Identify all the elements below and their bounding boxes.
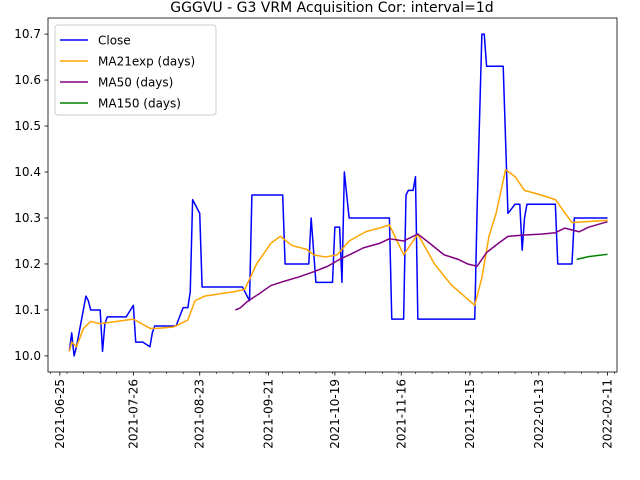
x-axis: 2021-06-25 2021-07-26 2021-08-23 2021-09-21…	[50, 372, 615, 449]
x-tick-label-3: 2021-09-21	[261, 379, 275, 449]
y-axis: 10.0 10.1 10.2 10.3 10.4 10.5 10.6 10.7	[14, 27, 48, 363]
x-tick-label-5: 2021-11-16	[394, 379, 408, 449]
y-tick-label-7: 10.7	[14, 27, 41, 41]
y-tick-label-1: 10.1	[14, 303, 41, 317]
legend: Close MA21exp (days) MA50 (days) MA150 (day…	[54, 24, 217, 116]
series-line-2	[235, 220, 608, 311]
series-line-0	[68, 33, 608, 357]
legend-label-0: Close	[98, 34, 131, 48]
y-tick-label-2: 10.2	[14, 257, 41, 271]
y-tick-label-0: 10.0	[14, 349, 41, 363]
y-tick-label-4: 10.4	[14, 165, 41, 179]
chart-title: GGGVU - G3 VRM Acquisition Cor: interval…	[170, 0, 493, 16]
legend-label-1: MA21exp (days)	[98, 55, 195, 69]
series-layer	[68, 33, 608, 357]
legend-box	[54, 24, 217, 116]
y-tick-label-3: 10.3	[14, 211, 41, 225]
series-line-3	[576, 253, 608, 261]
x-tick-label-4: 2021-10-19	[328, 379, 342, 449]
x-tick-label-7: 2022-01-13	[532, 379, 546, 449]
x-tick-label-1: 2021-07-26	[126, 379, 140, 449]
legend-label-3: MA150 (days)	[98, 97, 181, 111]
series-line-1	[68, 168, 608, 352]
x-tick-label-8: 2022-02-11	[601, 379, 615, 449]
x-tick-label-6: 2021-12-15	[463, 379, 477, 449]
legend-label-2: MA50 (days)	[98, 76, 173, 90]
y-tick-label-5: 10.5	[14, 119, 41, 133]
x-tick-label-0: 2021-06-25	[53, 379, 67, 449]
x-tick-label-2: 2021-08-23	[193, 379, 207, 449]
y-tick-label-6: 10.6	[14, 73, 41, 87]
